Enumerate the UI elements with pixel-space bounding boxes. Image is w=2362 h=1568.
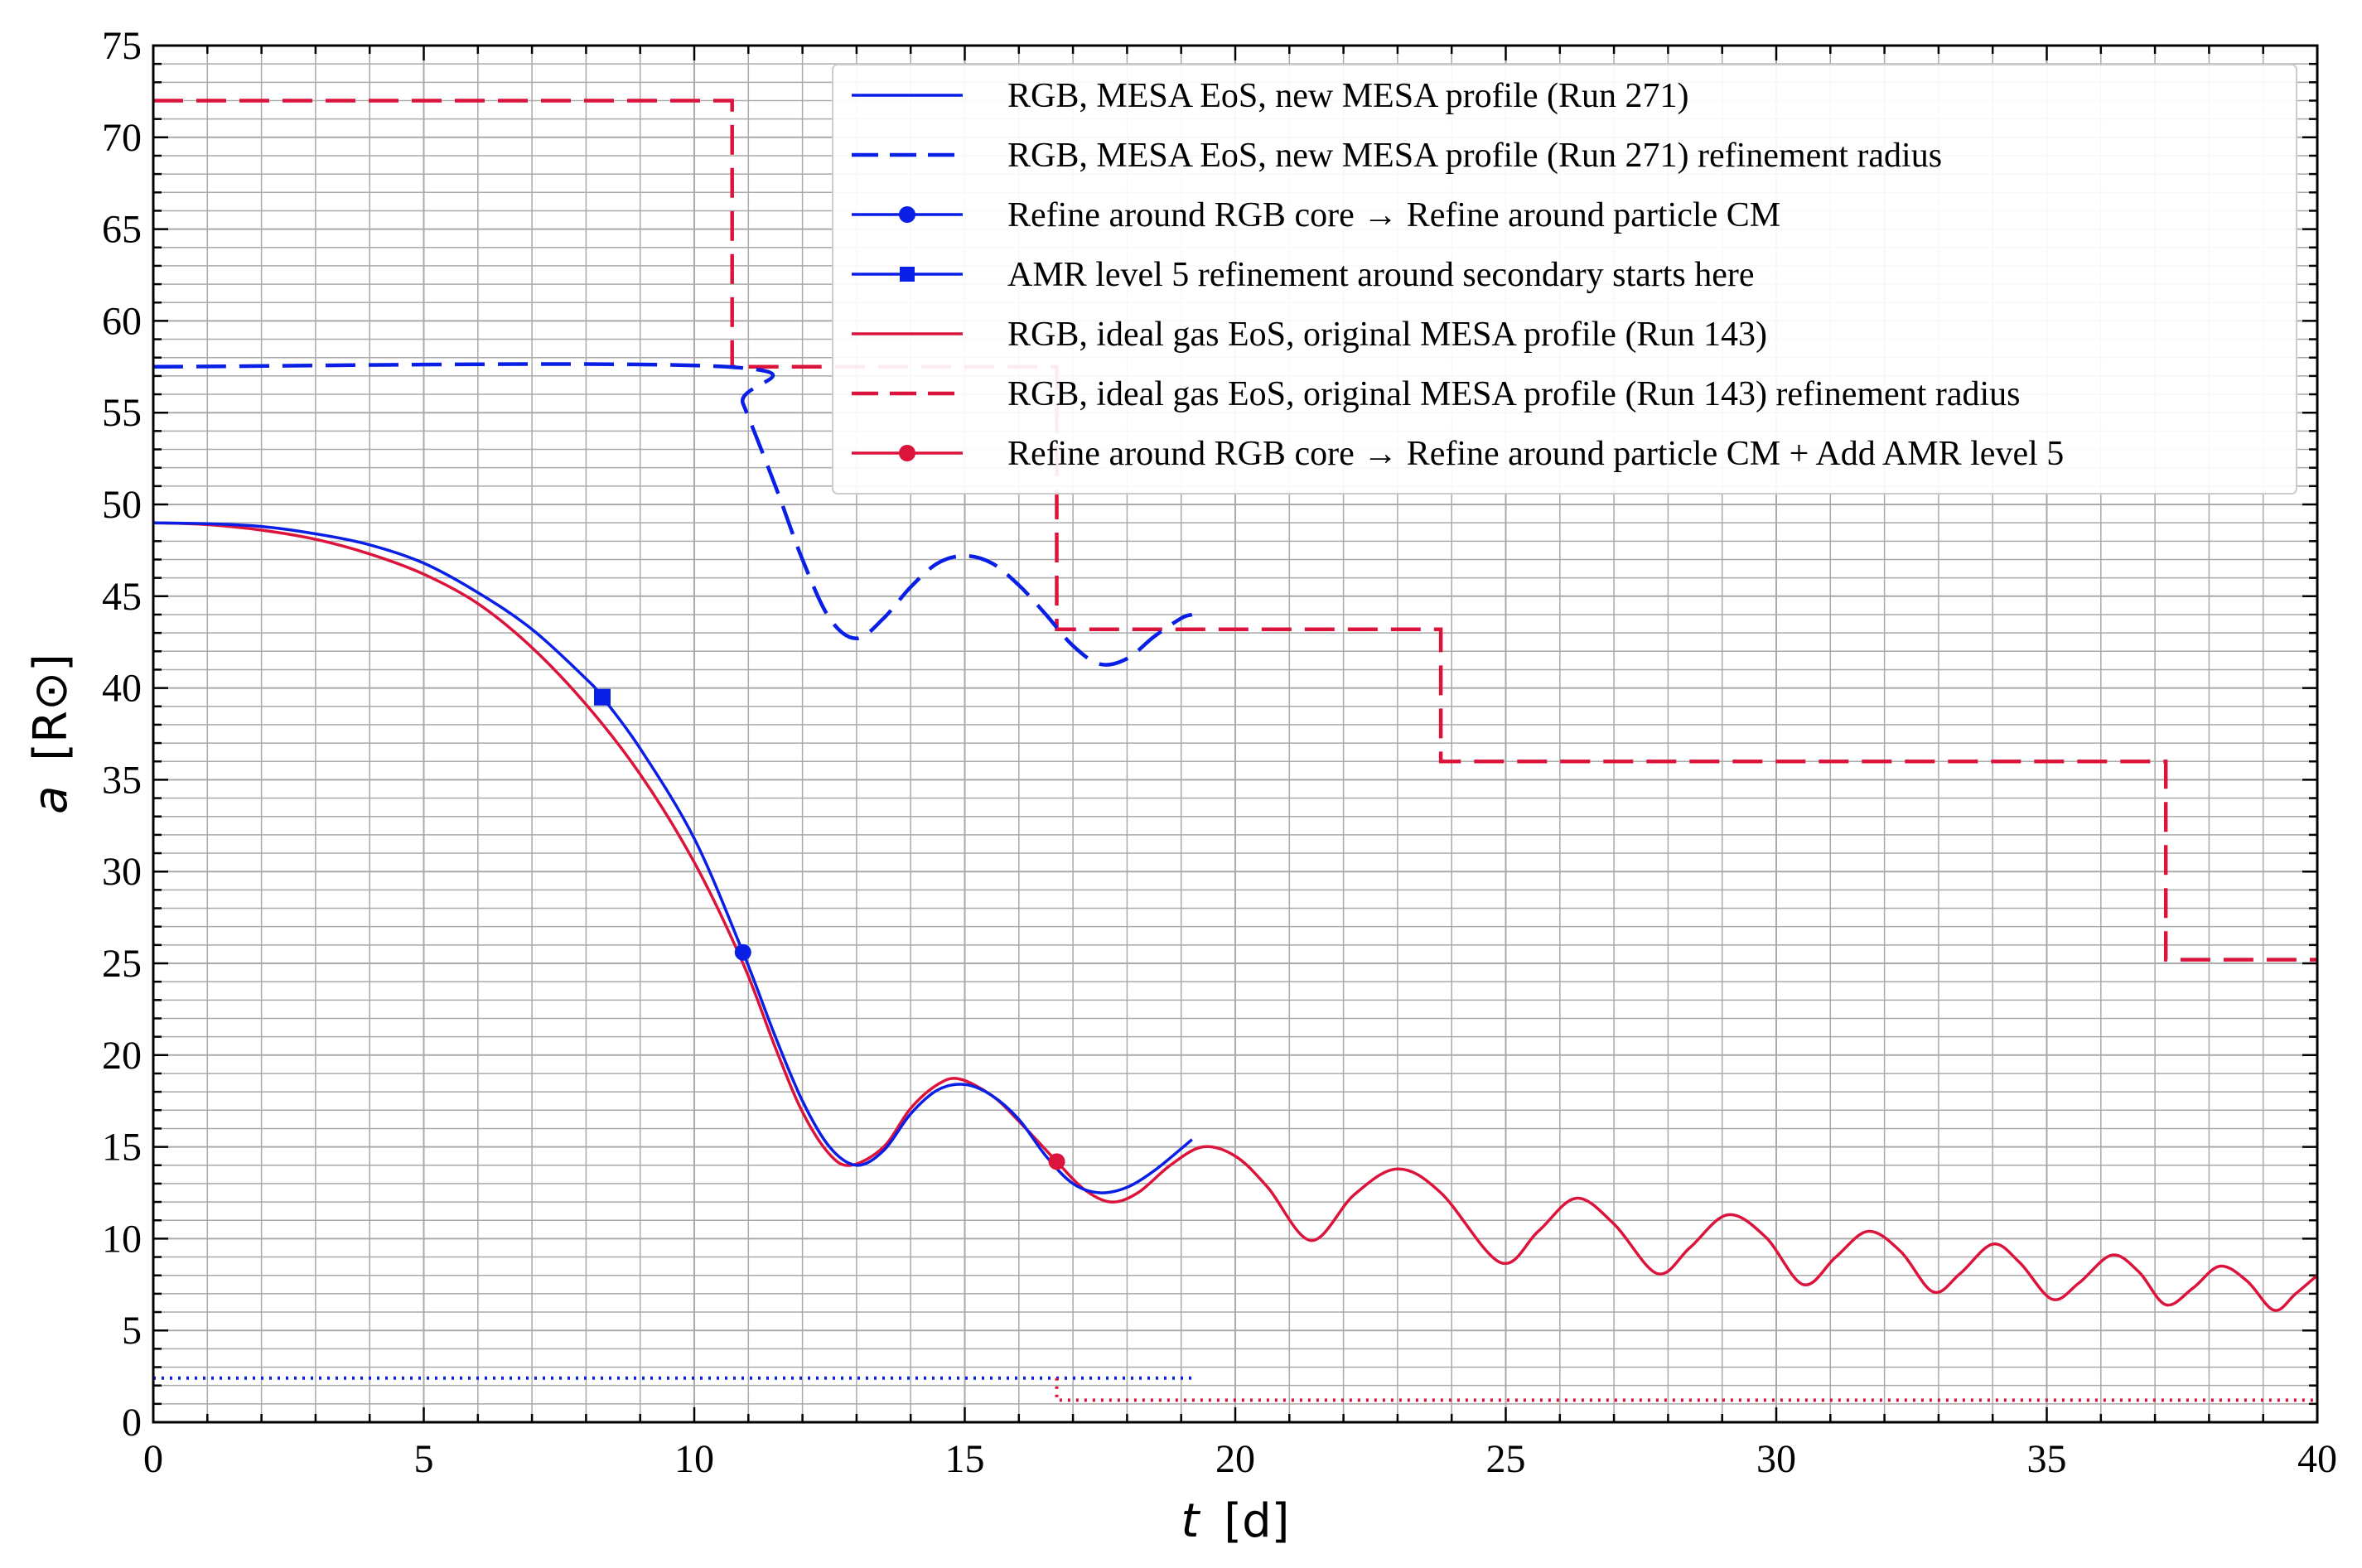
plot-frame (152, 44, 2319, 1424)
legend-label: RGB, ideal gas EoS, original MESA profil… (1007, 375, 2020, 413)
y-tick-label: 10 (102, 1217, 142, 1261)
legend: RGB, MESA EoS, new MESA profile (Run 271… (832, 64, 2297, 495)
series-layer (152, 99, 2319, 1402)
y-tick-label: 35 (102, 758, 142, 802)
y-tick-label: 65 (102, 208, 142, 252)
series-line-5 (153, 99, 2317, 962)
x-tick-label: 40 (2297, 1437, 2337, 1481)
marker-circle-6 (1048, 1153, 1065, 1170)
x-tick-label: 10 (674, 1437, 714, 1481)
y-tick-label: 25 (102, 942, 142, 986)
x-tick-label: 25 (1486, 1437, 1526, 1481)
y-tick-label: 5 (122, 1309, 142, 1353)
x-tick-label: 35 (2027, 1437, 2067, 1481)
legend-label: RGB, ideal gas EoS, original MESA profil… (1007, 316, 1767, 354)
legend-label: Refine around RGB core → Refine around p… (1007, 435, 2064, 473)
legend-entry: AMR level 5 refinement around secondary … (852, 256, 1755, 294)
legend-entry: RGB, MESA EoS, new MESA profile (Run 271… (852, 77, 1689, 115)
y-tick-label: 45 (102, 575, 142, 619)
y-tick-label: 75 (102, 24, 142, 68)
series-line-1 (152, 362, 1193, 667)
dotted-line-1 (1055, 1377, 2317, 1402)
x-tick-label: 5 (414, 1437, 434, 1481)
y-tick-label: 0 (122, 1401, 142, 1445)
series-line-0 (152, 521, 1193, 1194)
legend-swatch-circle (899, 206, 915, 223)
y-tick-label: 30 (102, 850, 142, 894)
x-tick-label: 30 (1756, 1437, 1796, 1481)
legend-entry: RGB, MESA EoS, new MESA profile (Run 271… (852, 137, 1942, 175)
x-tick-label: 20 (1215, 1437, 1255, 1481)
marker-square-3 (593, 688, 611, 706)
legend-entry: Refine around RGB core → Refine around p… (852, 435, 2064, 473)
x-tick-label: 15 (945, 1437, 985, 1481)
marker-circle-2 (734, 943, 751, 961)
legend-entry: RGB, ideal gas EoS, original MESA profil… (852, 375, 2020, 413)
legend-label: AMR level 5 refinement around secondary … (1007, 256, 1755, 294)
legend-swatch-circle (899, 445, 915, 461)
ticks-layer (152, 44, 2319, 1424)
legend-entry: Refine around RGB core → Refine around p… (852, 196, 1780, 234)
legend-label: RGB, MESA EoS, new MESA profile (Run 271… (1007, 77, 1689, 115)
x-axis-label-unit: [d] (1224, 1494, 1289, 1548)
y-tick-label: 55 (102, 391, 142, 435)
y-tick-label: 60 (102, 299, 142, 343)
legend-swatch-square (900, 267, 915, 282)
legend-entry: RGB, ideal gas EoS, original MESA profil… (852, 316, 1767, 354)
y-tick-label: 20 (102, 1034, 142, 1078)
y-tick-label: 40 (102, 667, 142, 711)
y-axis-label-unit: [R⊙] (24, 654, 78, 761)
y-tick-label: 70 (102, 116, 142, 160)
series-line-4 (152, 521, 2319, 1312)
legend-label: Refine around RGB core → Refine around p… (1007, 196, 1780, 234)
y-axis-label-var: a (24, 786, 78, 814)
x-axis-label-var: t (1181, 1494, 1200, 1548)
x-axis-label: t [d] (1181, 1494, 1289, 1548)
y-axis-label: a [R⊙] (24, 654, 78, 814)
x-tick-label: 0 (143, 1437, 163, 1481)
legend-label: RGB, MESA EoS, new MESA profile (Run 271… (1007, 137, 1942, 175)
legend-box (832, 64, 2297, 495)
y-tick-label: 15 (102, 1126, 142, 1170)
y-tick-label: 50 (102, 483, 142, 527)
tick-labels-layer: 0 5 10 15 20 25 30 35 40 0 5 10 15 20 25 30 35 40 45 50 55 60… (102, 24, 2337, 1481)
